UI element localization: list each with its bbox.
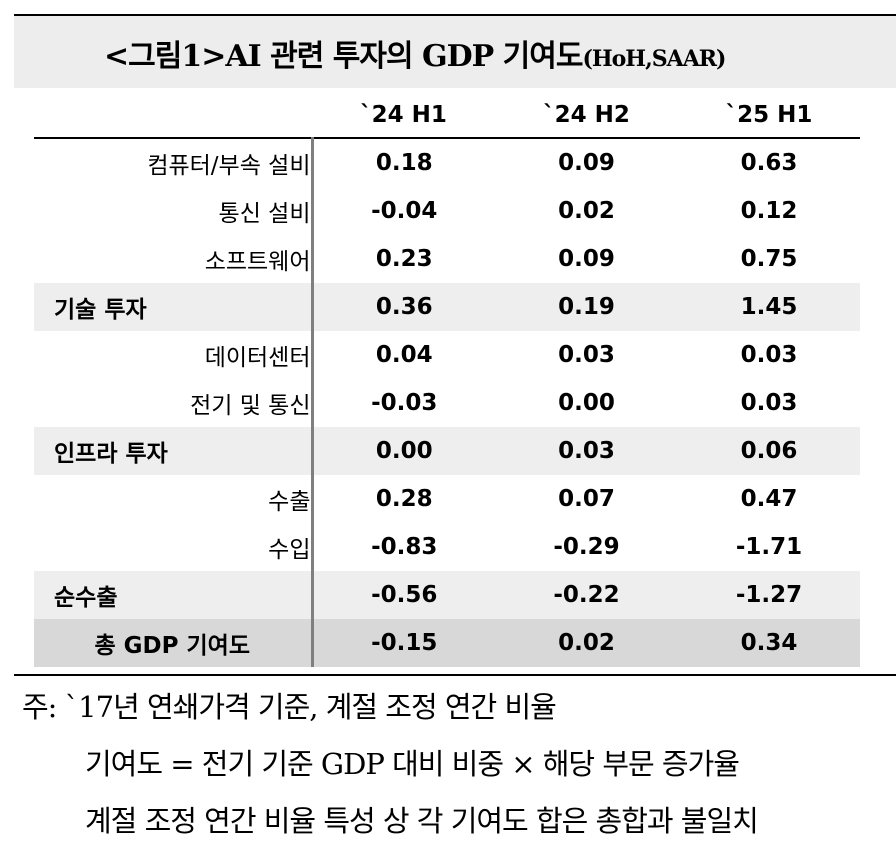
row-value: 0.06 — [678, 427, 860, 475]
table-header-row: `24 H1 `24 H2 `25 H1 — [34, 93, 860, 139]
row-value: 0.75 — [740, 246, 798, 272]
column-header-24h1: `24 H1 — [312, 93, 495, 139]
table-row-power-telecom: 전기 및 통신 -0.03 0.00 0.03 — [34, 379, 860, 427]
row-value: 0.03 — [740, 390, 798, 416]
row-label: 통신 설비 — [34, 187, 314, 235]
header-blank-cell — [34, 93, 312, 139]
row-value: 0.03 — [740, 342, 798, 368]
figure-title-main: <그림1>AI 관련 투자의 GDP 기여도 — [104, 39, 583, 74]
column-header-25h1: `25 H1 — [678, 93, 860, 139]
row-value: -0.15 — [312, 619, 495, 667]
table-row-telecom-equipment: 통신 설비 -0.04 0.02 0.12 — [34, 187, 860, 235]
row-value: 0.04 — [375, 342, 433, 368]
row-value: 0.34 — [678, 619, 860, 667]
table-row-exports: 수출 0.28 0.07 0.47 — [34, 475, 860, 523]
row-label: 수입 — [34, 523, 314, 571]
table-row-computer-equipment: 컴퓨터/부속 설비 0.18 0.09 0.63 — [34, 138, 860, 187]
row-value: -0.22 — [495, 571, 678, 619]
footnote-line-1: 주: `17년 연쇄가격 기준, 계절 조정 연간 비율 — [22, 690, 557, 724]
row-value: 0.03 — [558, 342, 615, 368]
row-value: 0.00 — [558, 390, 615, 416]
table-row-net-exports-subtotal: 순수출 -0.56 -0.22 -1.27 — [34, 571, 860, 619]
gdp-contribution-table: `24 H1 `24 H2 `25 H1 컴퓨터/부속 설비 0.18 0.09… — [34, 93, 860, 667]
row-value: 0.12 — [740, 198, 798, 224]
row-value: 1.45 — [678, 283, 860, 331]
row-value: -0.04 — [371, 198, 438, 224]
row-value: -1.71 — [735, 534, 803, 560]
row-value: 0.09 — [558, 150, 615, 176]
row-value: 0.36 — [312, 283, 495, 331]
row-value: 0.07 — [558, 486, 615, 512]
row-label: 총 GDP 기여도 — [34, 619, 314, 667]
row-label: 데이터센터 — [34, 331, 314, 379]
table-bottom-rule — [14, 674, 896, 676]
row-value: 0.18 — [375, 150, 433, 176]
footnote-line-2: 기여도 = 전기 기준 GDP 대비 비중 × 해당 부문 증가율 — [85, 747, 740, 781]
row-label: 순수출 — [34, 571, 314, 619]
figure-title: <그림1>AI 관련 투자의 GDP 기여도(HoH,SAAR) — [104, 31, 726, 75]
row-value: -1.27 — [678, 571, 860, 619]
row-value: 0.02 — [495, 619, 678, 667]
table-row-data-center: 데이터센터 0.04 0.03 0.03 — [34, 331, 860, 379]
table-row-imports: 수입 -0.83 -0.29 -1.71 — [34, 523, 860, 571]
row-value: 0.00 — [312, 427, 495, 475]
row-label: 기술 투자 — [34, 283, 314, 331]
footnote-line-3: 계절 조정 연간 비율 특성 상 각 기여도 합은 총합과 불일치 — [85, 804, 759, 838]
row-value: 0.03 — [495, 427, 678, 475]
table-row-total-gdp-contribution: 총 GDP 기여도 -0.15 0.02 0.34 — [34, 619, 860, 667]
figure-title-bar: <그림1>AI 관련 투자의 GDP 기여도(HoH,SAAR) — [14, 14, 896, 88]
row-value: 0.47 — [740, 486, 798, 512]
row-value: -0.03 — [371, 390, 438, 416]
table-row-tech-investment-subtotal: 기술 투자 0.36 0.19 1.45 — [34, 283, 860, 331]
row-label: 컴퓨터/부속 설비 — [34, 138, 314, 187]
row-label: 전기 및 통신 — [34, 379, 314, 427]
column-header-24h2: `24 H2 — [495, 93, 678, 139]
row-value: 0.23 — [375, 246, 433, 272]
row-label: 수출 — [34, 475, 314, 523]
table-row-infra-investment-subtotal: 인프라 투자 0.00 0.03 0.06 — [34, 427, 860, 475]
row-value: -0.29 — [553, 534, 620, 560]
row-value: 0.19 — [495, 283, 678, 331]
figure-title-unit: (HoH,SAAR) — [582, 46, 726, 72]
row-label: 인프라 투자 — [34, 427, 314, 475]
row-label: 소프트웨어 — [34, 235, 314, 283]
table-row-software: 소프트웨어 0.23 0.09 0.75 — [34, 235, 860, 283]
row-value: 0.02 — [558, 198, 615, 224]
row-value: -0.83 — [371, 534, 438, 560]
row-value: 0.09 — [558, 246, 615, 272]
row-value: 0.63 — [740, 150, 798, 176]
row-value: -0.56 — [312, 571, 495, 619]
row-value: 0.28 — [375, 486, 433, 512]
